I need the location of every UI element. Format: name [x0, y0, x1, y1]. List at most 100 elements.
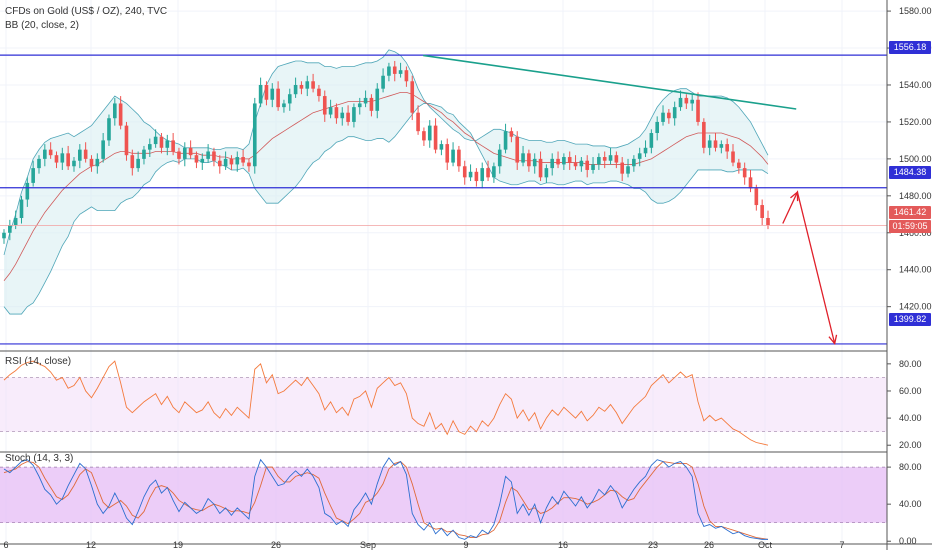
candle-body — [468, 171, 473, 178]
candle-body — [124, 125, 129, 156]
candle-body — [299, 84, 304, 89]
candles-layer — [2, 60, 770, 244]
candle-body — [270, 88, 275, 100]
candle-body — [602, 157, 607, 161]
candle-body — [515, 136, 520, 163]
candle-body — [37, 158, 41, 169]
candle-body — [147, 144, 152, 150]
candle-body — [153, 136, 158, 145]
candle-body — [427, 125, 432, 141]
candle-body — [8, 225, 12, 233]
candle-body — [597, 157, 601, 165]
candle-body — [579, 160, 584, 167]
projection-path — [782, 190, 836, 344]
candle-body — [742, 168, 747, 178]
candle-body — [457, 149, 461, 167]
candle-body — [107, 118, 111, 141]
candle-body — [293, 84, 298, 95]
candle-body — [620, 162, 625, 174]
time-tick-label: Sep — [360, 540, 376, 550]
candle-body — [573, 162, 578, 167]
candle-body — [83, 149, 88, 159]
candle-body — [346, 112, 350, 122]
projection-arrowhead-down — [828, 334, 838, 346]
candle-body — [544, 168, 549, 178]
bollinger-label: BB (20, close, 2) — [5, 20, 79, 31]
candle-body — [614, 155, 619, 163]
candle-body — [719, 144, 724, 148]
time-tick-label: 12 — [86, 540, 96, 550]
price-tick-label: 1420.00 — [899, 302, 932, 312]
candle-body — [357, 103, 362, 108]
candle-body — [276, 88, 280, 108]
candle-body — [188, 147, 193, 156]
candle-body — [754, 188, 759, 206]
candle-body — [322, 96, 327, 115]
indicators-layer — [0, 350, 887, 540]
candle-body — [690, 99, 694, 104]
candle-body — [223, 158, 228, 167]
candle-body — [352, 107, 356, 122]
candle-body — [165, 140, 170, 148]
candle-body — [480, 168, 485, 182]
candle-body — [404, 70, 409, 82]
candle-body — [433, 125, 438, 150]
candle-body — [19, 199, 24, 218]
candle-body — [264, 84, 269, 100]
candle-body — [392, 66, 397, 74]
candle-body — [422, 131, 426, 141]
candle-body — [2, 232, 6, 239]
bollinger-fill-layer — [4, 49, 768, 315]
price-tick-label: 1480.00 — [899, 191, 932, 201]
candle-body — [760, 205, 764, 218]
candle-body — [451, 149, 455, 163]
candle-body — [497, 149, 502, 167]
candle-body — [101, 140, 105, 159]
bollinger-band-fill — [4, 49, 768, 315]
candle-body — [375, 88, 380, 111]
candle-body — [287, 94, 292, 104]
time-tick-label: 7 — [839, 540, 844, 550]
candle-body — [229, 158, 234, 165]
candle-body — [585, 160, 590, 170]
drawings-layer — [0, 54, 887, 346]
time-tick-label: 26 — [271, 540, 281, 550]
candle-body — [748, 177, 753, 189]
candle-body — [509, 131, 514, 137]
candle-body — [247, 162, 251, 167]
candle-body — [130, 155, 135, 169]
bollinger-layer — [3, 49, 769, 315]
candle-body — [567, 157, 572, 163]
candle-body — [235, 157, 240, 165]
rsi-tick-label: 40.00 — [899, 413, 922, 423]
candle-body — [136, 158, 140, 169]
candle-body — [60, 153, 65, 163]
candle-body — [672, 107, 677, 119]
candle-body — [725, 144, 729, 152]
candle-body — [217, 160, 222, 167]
candle-body — [643, 147, 648, 154]
stoch-k-line — [3, 457, 768, 540]
candle-body — [305, 81, 310, 89]
candle-body — [381, 75, 385, 89]
price-tag-current: 1461.42 — [889, 206, 931, 219]
candle-body — [13, 217, 18, 226]
candle-body — [118, 103, 123, 126]
candle-body — [591, 164, 595, 170]
stoch-d-line — [3, 461, 769, 540]
candle-body — [340, 112, 345, 119]
rsi-line — [3, 360, 769, 446]
grid-layer — [0, 0, 887, 544]
candle-body — [707, 140, 712, 148]
candle-body — [113, 103, 117, 119]
candle-body — [252, 103, 257, 167]
rsi-tick-label: 20.00 — [899, 440, 922, 450]
countdown-tag: 01:59:05 — [889, 220, 931, 233]
candle-body — [78, 149, 82, 161]
candle-body — [72, 160, 76, 167]
candle-body — [212, 151, 216, 161]
candle-body — [25, 182, 30, 200]
candle-body — [731, 151, 735, 163]
